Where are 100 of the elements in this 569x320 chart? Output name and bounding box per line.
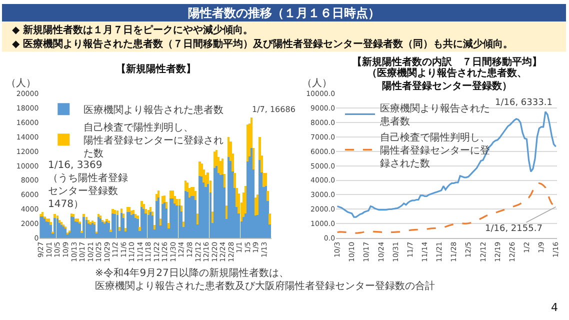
bar [116,210,119,215]
bar [100,218,102,238]
y-axis-title: （人） [302,78,332,89]
bar [212,211,214,223]
bar [228,136,230,158]
bar [132,214,135,238]
bar [160,218,162,226]
bar [114,210,116,214]
bar [246,124,249,162]
bar [154,225,156,230]
bar [134,218,137,238]
bar [214,151,216,168]
bar [76,222,79,238]
bar [228,157,230,238]
bar [180,206,183,212]
bar [62,226,65,238]
bar [88,220,90,224]
bar [254,198,257,216]
bar [70,213,73,216]
bar [256,194,259,215]
bar [110,229,112,232]
chart-title: 【新規陽性者数の内訳 ７日間移動平均】 [352,56,542,68]
bar [176,199,178,206]
bar [72,217,75,238]
bar [46,218,48,222]
annotation: 1/16, 3369 （うち陽性者登録センター登録数 1478） [48,160,128,210]
annotation: 1/16, 6333.1 [495,98,552,108]
bar [134,214,137,218]
bar [144,213,148,238]
bar [162,204,164,238]
bar [250,148,253,238]
bar [48,218,50,222]
bar [194,200,197,238]
bar [50,222,52,226]
annotation: 1/7, 16686 [252,105,296,114]
text: ◆ 医療機関より報告された患者数（７日間移動平均）及び陽性者登録センター登録者数（同）も共に減少傾向。 [12,38,514,50]
bar [136,216,139,220]
bar [70,216,73,238]
bar [92,222,94,238]
chart-subtitle: （医療機関より報告された患者数、陽性者登録センター登録数） [367,67,527,92]
bar [192,186,195,196]
bar [214,168,216,238]
bar [150,212,152,238]
bar [184,191,187,238]
legend-label: 医療機関より報告された患者数 [84,104,224,116]
legend-label: 自己検査で陽性判明し、陽性者登録センターに登録された数 [84,122,224,160]
text: ◆ 新規陽性者数は１月７日をピークにやや減少傾向。 [12,24,254,36]
bar [56,216,59,219]
bar [138,227,141,231]
bar [150,206,152,212]
bar [164,202,166,238]
bar [48,222,50,238]
bar [148,210,150,215]
bar [86,217,88,220]
bar [140,201,143,207]
bar [124,228,127,232]
bar [60,225,63,238]
bar [116,214,119,238]
bar [230,160,232,238]
bar [206,184,210,238]
bar [190,186,193,196]
bar [194,191,197,200]
bar [152,216,154,238]
bar [78,221,81,224]
bar [122,213,125,218]
bar [120,212,123,238]
bar [54,214,56,218]
bar [192,196,195,238]
bar [222,174,224,238]
bar [158,190,160,198]
annotation: 1/16, 2155.7 [485,224,542,234]
bar [120,208,123,213]
bar [258,160,261,238]
bar [60,222,63,226]
bar [86,220,88,238]
bar [132,210,135,214]
bar [162,196,164,204]
bar [130,210,133,215]
bar [82,214,86,218]
bar [244,186,247,214]
text: ※令和4年9月27日以降の新規陽性者数は、医療機関より報告された患者数及び大阪府陽性者登録センター登録数の合計 [95,267,435,292]
bar [242,217,245,238]
bar [152,211,154,216]
bar [112,209,114,214]
bar [266,191,270,202]
text: 4 [551,301,558,314]
bar [58,220,61,223]
bar [118,227,121,231]
bar [64,228,67,238]
bar [158,198,160,238]
bar [198,176,201,238]
bar [46,221,48,238]
bar [148,214,150,238]
bar [196,213,199,224]
bar [100,216,102,219]
bar [268,214,272,224]
bar [98,214,100,218]
bar [54,218,56,238]
bar [114,214,116,238]
bar [156,194,158,202]
